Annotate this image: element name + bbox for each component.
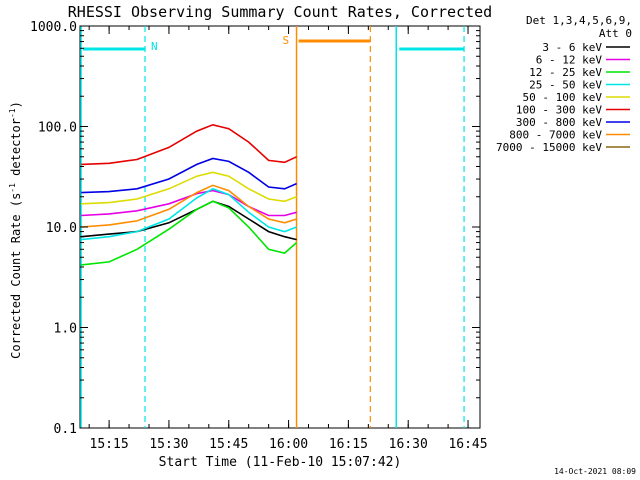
legend-header-line1: Det 1,3,4,5,6,9, [526, 14, 632, 27]
series-line [81, 187, 297, 241]
series-line [81, 200, 298, 266]
series-line [81, 157, 297, 194]
x-tick-label: 16:15 [329, 437, 368, 452]
y-axis-label-mid: detector [9, 118, 23, 183]
night-label: N [151, 40, 158, 53]
x-tick-label: 15:45 [209, 437, 248, 452]
legend-label: 6 - 12 keV [536, 54, 603, 67]
saa-label: S [283, 34, 290, 47]
legend-header-line2: Att 0 [599, 27, 632, 40]
x-tick-label: 16:00 [269, 437, 308, 452]
series-line [81, 123, 297, 166]
y-axis-label: Corrected Count Rate (s-1 detector-1) [8, 101, 23, 359]
y-axis-label-end: ) [9, 101, 23, 108]
x-tick-label: 16:45 [448, 437, 487, 452]
x-axis: 15:15 15:30 15:45 16:00 16:15 16:30 16:45 [88, 26, 488, 452]
legend-label: 100 - 300 keV [516, 104, 602, 117]
series-line [81, 184, 297, 228]
legend-label: 25 - 50 keV [529, 79, 602, 92]
y-axis-label-sup1: -1 [8, 183, 17, 193]
legend-label: 3 - 6 keV [542, 41, 602, 54]
y-tick-label: 0.1 [54, 422, 77, 437]
y-tick-label: 1.0 [54, 322, 77, 337]
legend-label: 7000 - 15000 keV [496, 141, 602, 154]
x-tick-label: 15:30 [149, 437, 188, 452]
x-tick-label: 15:15 [90, 437, 129, 452]
chart-title: RHESSI Observing Summary Count Rates, Co… [68, 3, 492, 21]
y-axis-label-main: Corrected Count Rate (s [9, 193, 23, 359]
legend-label: 800 - 7000 keV [509, 129, 602, 142]
legend-label: 300 - 800 keV [516, 116, 602, 129]
series-line [81, 189, 297, 217]
series-lines [81, 123, 298, 266]
x-axis-label: Start Time (11-Feb-10 15:07:42) [159, 455, 402, 470]
timestamp: 14-Oct-2021 08:09 [554, 467, 636, 476]
legend-label: 12 - 25 keV [529, 66, 602, 79]
y-tick-label: 100.0 [38, 121, 77, 136]
legend-label: 50 - 100 keV [523, 91, 603, 104]
series-line [81, 171, 297, 205]
y-tick-label: 1000.0 [30, 20, 77, 35]
y-axis-label-sup2: -1 [8, 108, 17, 118]
y-axis: 0.1 1.0 10.0 100.0 1000.0 [30, 20, 480, 437]
x-tick-label: 16:30 [389, 437, 428, 452]
y-tick-label: 10.0 [46, 221, 77, 236]
